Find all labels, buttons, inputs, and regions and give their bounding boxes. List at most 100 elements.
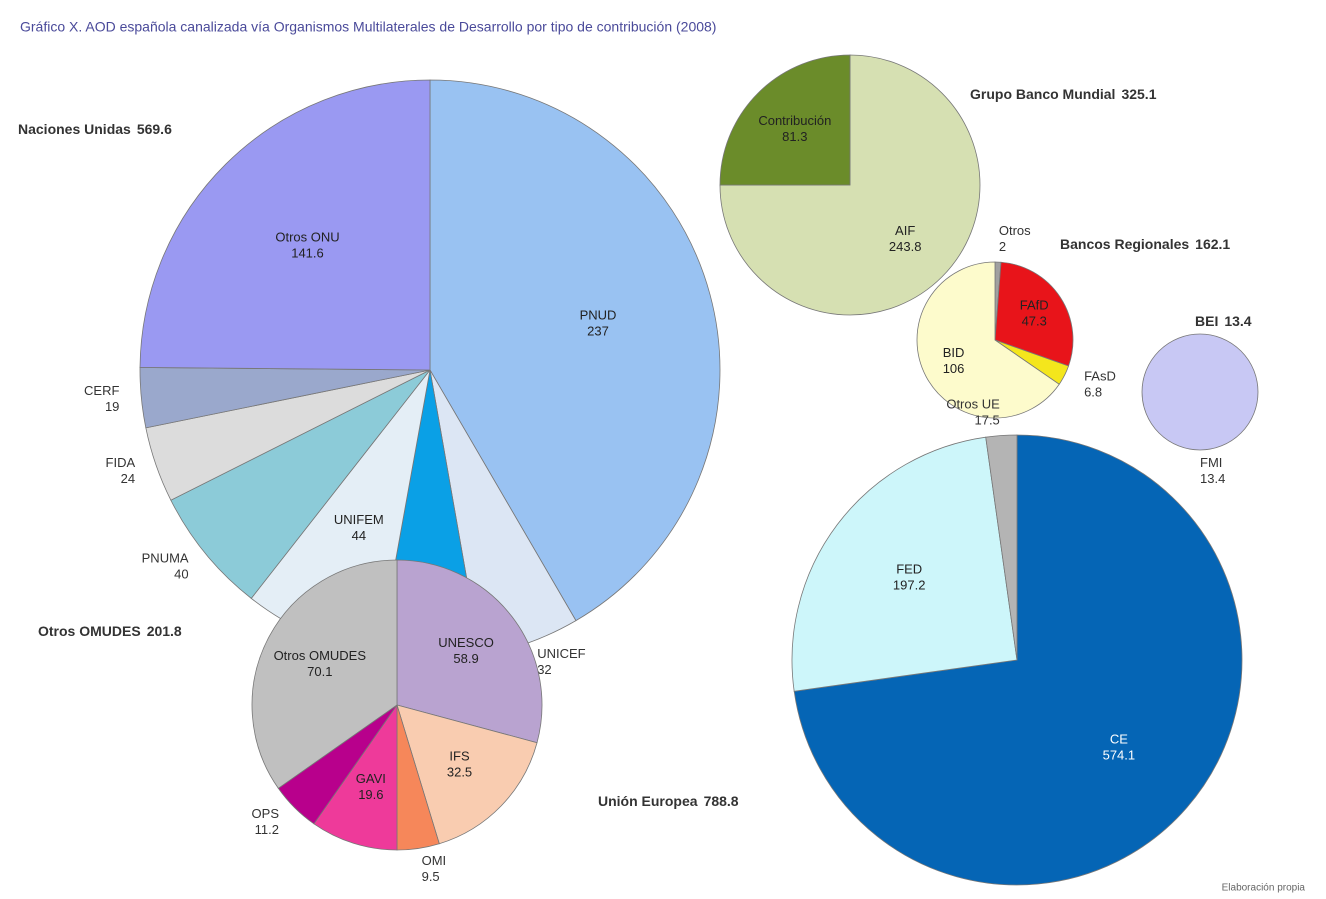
- slice-name: UNESCO: [438, 636, 494, 651]
- slice-value: 81.3: [782, 129, 807, 144]
- slice-label: FMI 13.4: [1200, 455, 1225, 486]
- pie-slice: [793, 434, 1243, 886]
- slice-value: 237: [587, 324, 609, 339]
- slice-name: Contribución: [758, 113, 831, 128]
- slice-name: FIDA: [106, 455, 136, 470]
- pie-slice: [313, 703, 398, 851]
- pie-title-total: 569.6: [137, 121, 172, 137]
- slice-name: BID: [943, 345, 965, 360]
- slice-name: PNUMA: [142, 551, 189, 566]
- slice-value: 32.5: [447, 765, 472, 780]
- slice-value: 13.4: [1200, 471, 1225, 486]
- pie-title-name: Unión Europea: [598, 793, 698, 809]
- slice-value: 19.6: [358, 787, 383, 802]
- slice-label: UNICEF 32: [537, 646, 585, 677]
- slice-name: FED: [896, 562, 922, 577]
- slice-label: IFS 32.5: [447, 749, 472, 780]
- pie-title-name: BEI: [1195, 313, 1218, 329]
- slice-label: BID 106: [943, 345, 965, 376]
- slice-label: PNUMA 40: [142, 551, 189, 582]
- pie-title-total: 788.8: [704, 793, 739, 809]
- slice-name: CERF: [84, 383, 119, 398]
- pie-title: Unión Europea 788.8: [598, 793, 739, 809]
- slice-label: CERF 19: [84, 383, 119, 414]
- slice-value: 9.5: [422, 870, 440, 885]
- pie-slice: [994, 261, 1074, 367]
- pie-title-name: Naciones Unidas: [18, 121, 131, 137]
- pie-title-name: Otros OMUDES: [38, 623, 141, 639]
- slice-value: 6.8: [1084, 385, 1102, 400]
- pie-slice: [396, 559, 543, 744]
- pie-title: Naciones Unidas 569.6: [18, 121, 172, 137]
- pie-slice: [719, 54, 981, 316]
- pie-slice: [251, 559, 398, 789]
- pie-slice: [170, 369, 431, 599]
- slice-value: 47.3: [1022, 314, 1047, 329]
- pie-title-total: 162.1: [1195, 236, 1230, 252]
- pie-title-total: 325.1: [1121, 86, 1156, 102]
- chart-title: Gráfico X. AOD española canalizada vía O…: [20, 19, 716, 35]
- slice-name: FAfD: [1020, 298, 1049, 313]
- slice-label: GAVI 19.6: [356, 771, 386, 802]
- slice-name: Otros OMUDES: [274, 648, 367, 663]
- slice-label: Otros 2: [999, 224, 1031, 255]
- slice-value: 19: [105, 399, 119, 414]
- slice-label: UNIFEM 44: [334, 512, 384, 543]
- slice-value: 574.1: [1103, 748, 1136, 763]
- slice-label: Otros OMUDES 70.1: [274, 648, 367, 679]
- slice-value: 2: [999, 240, 1006, 255]
- slice-value: 24: [121, 471, 135, 486]
- slice-label: Contribución 81.3: [758, 113, 831, 144]
- slice-name: Otros UE: [946, 397, 1000, 412]
- slice-value: 11.2: [255, 823, 279, 838]
- slice-label: OMI 9.5: [422, 854, 447, 885]
- pie-slice: [1141, 333, 1259, 451]
- slice-value: 58.9: [453, 652, 478, 667]
- slice-value: 70.1: [307, 664, 332, 679]
- pie-slice: [719, 54, 851, 186]
- slice-value: 44: [352, 528, 366, 543]
- slice-label: FIDA 24: [106, 455, 136, 486]
- slice-value: 17.5: [974, 413, 999, 428]
- slice-label: FAsD 6.8: [1084, 369, 1116, 400]
- slice-value: 141.6: [291, 246, 324, 261]
- pie-title-name: Bancos Regionales: [1060, 236, 1189, 252]
- slice-name: IFS: [449, 749, 470, 764]
- slice-value: 197.2: [893, 578, 926, 593]
- pie-slice: [985, 434, 1018, 661]
- slice-label: Otros UE 17.5: [946, 397, 1000, 428]
- slice-label: FAfD 47.3: [1020, 298, 1049, 329]
- slice-value: 106: [943, 361, 965, 376]
- pie-slice: [916, 261, 1060, 419]
- slice-label: UNESCO 58.9: [438, 636, 494, 667]
- pie-slice: [396, 704, 538, 845]
- pie-title: BEI 13.4: [1195, 313, 1252, 329]
- slice-value: 40: [174, 567, 188, 582]
- slice-name: OMI: [422, 854, 447, 869]
- slice-name: UNICEF: [537, 646, 585, 661]
- pie-title: Grupo Banco Mundial 325.1: [970, 86, 1157, 102]
- slice-name: UNIFEM: [334, 512, 384, 527]
- source: Elaboración propia: [1222, 883, 1306, 894]
- pie-title: Otros OMUDES 201.8: [38, 623, 182, 639]
- slice-label: PNUD 237: [580, 308, 617, 339]
- slice-name: OPS: [252, 807, 280, 822]
- slice-name: FMI: [1200, 455, 1222, 470]
- slice-label: Otros ONU 141.6: [275, 230, 339, 261]
- slice-label: OPS 11.2: [252, 807, 280, 838]
- slice-label: FED 197.2: [893, 562, 926, 593]
- slice-label: AIF 243.8: [889, 224, 922, 255]
- pie-title-total: 13.4: [1224, 313, 1251, 329]
- slice-name: FAsD: [1084, 369, 1116, 384]
- slice-value: 243.8: [889, 240, 922, 255]
- slice-name: Otros: [999, 224, 1031, 239]
- slice-value: 32: [537, 662, 551, 677]
- pie-title-name: Grupo Banco Mundial: [970, 86, 1115, 102]
- pie-title: Bancos Regionales 162.1: [1060, 236, 1230, 252]
- slice-label: CE 574.1: [1103, 732, 1136, 763]
- slice-name: PNUD: [580, 308, 617, 323]
- pie-title-total: 201.8: [147, 623, 182, 639]
- pie-slice: [139, 79, 431, 371]
- pie-slice: [791, 436, 1018, 692]
